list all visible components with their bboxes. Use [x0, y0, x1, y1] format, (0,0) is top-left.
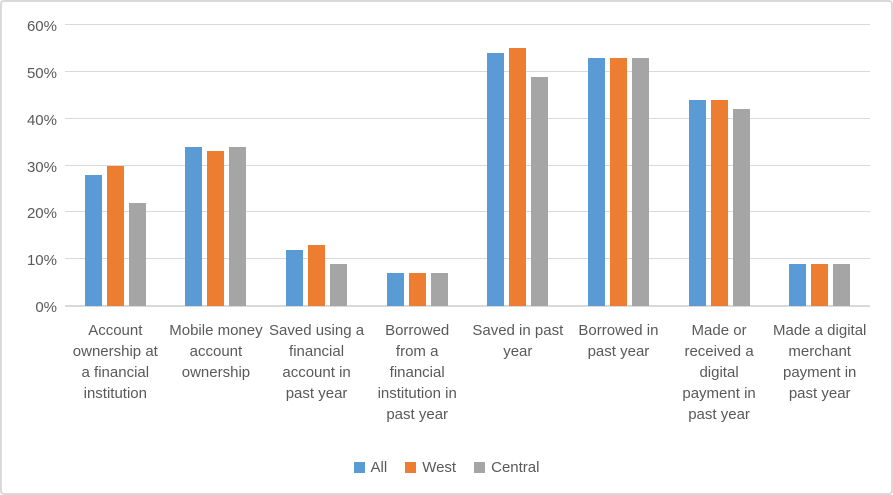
gridline [65, 70, 870, 72]
x-axis-category-label: Saved in past year [472, 322, 564, 360]
bar-all [789, 263, 807, 306]
bar-all [487, 53, 505, 306]
x-axis-labels: Account ownership at a financial institu… [65, 320, 870, 425]
x-axis-category-label: Account ownership at a financial institu… [72, 322, 158, 402]
legend-item-all: All [353, 459, 388, 476]
legend-label-west: West [422, 459, 457, 476]
bar-all [185, 146, 203, 306]
legend-swatch-all [353, 462, 365, 473]
bar-group [266, 25, 367, 306]
bar-west [710, 99, 728, 306]
bar-central [229, 146, 247, 306]
legend-item-west: West [405, 459, 456, 476]
bar-central [732, 109, 750, 306]
bar-west [811, 263, 829, 306]
bar-west [509, 48, 527, 306]
y-axis-tick-label: 10% [26, 252, 57, 270]
y-axis: 0% 10% 20% 30% 40% 50% 60% [2, 18, 57, 316]
gridline [65, 211, 870, 213]
y-axis-tick-label: 30% [26, 158, 57, 176]
bar-group [769, 25, 870, 306]
y-axis-tick-label: 60% [26, 18, 57, 35]
gridline [65, 24, 870, 25]
x-axis-category-label: Made a digital merchant payment in past … [772, 322, 867, 402]
bar-central [833, 263, 851, 306]
legend-label-all: All [370, 459, 388, 476]
legend-swatch-west [405, 462, 417, 473]
bar-west [408, 273, 426, 306]
legend-label-central: Central [491, 459, 540, 476]
bar-west [609, 57, 627, 306]
x-axis-category-label: Borrowed from a financial institution in… [377, 322, 457, 423]
bar-all [386, 273, 404, 306]
bar-all [84, 174, 102, 306]
bar-groups [65, 25, 870, 306]
bar-west [106, 165, 124, 306]
legend-swatch-central [474, 462, 486, 473]
y-axis-tick-label: 50% [26, 64, 57, 82]
gridline [65, 258, 870, 260]
bar-central [631, 57, 649, 306]
x-axis-category-label: Made or received a digital payment in pa… [682, 322, 756, 423]
x-axis-line [65, 305, 870, 307]
plot-area [65, 24, 870, 307]
bar-all [587, 57, 605, 306]
gridline [65, 164, 870, 166]
bar-group [166, 25, 267, 306]
bar-central [330, 263, 348, 306]
bar-group [568, 25, 669, 306]
bar-west [207, 151, 225, 306]
y-axis-tick-label: 20% [26, 205, 57, 223]
y-axis-tick-label: 40% [26, 111, 57, 129]
bar-central [531, 76, 549, 306]
gridline [65, 117, 870, 119]
bar-group [669, 25, 770, 306]
x-axis-category-label: Mobile money account ownership [169, 322, 263, 381]
legend-item-central: Central [474, 459, 539, 476]
bar-central [430, 273, 448, 306]
bar-group [468, 25, 569, 306]
bar-central [128, 202, 146, 306]
bar-all [286, 249, 304, 306]
bar-group [65, 25, 166, 306]
legend: All West Central [2, 459, 891, 476]
y-axis-tick-label: 0% [35, 299, 57, 316]
bar-group [367, 25, 468, 306]
x-axis-category-label: Saved using a financial account in past … [269, 322, 365, 402]
bar-all [688, 99, 706, 306]
x-axis-category-label: Borrowed in past year [578, 322, 659, 360]
bar-west [308, 245, 326, 306]
